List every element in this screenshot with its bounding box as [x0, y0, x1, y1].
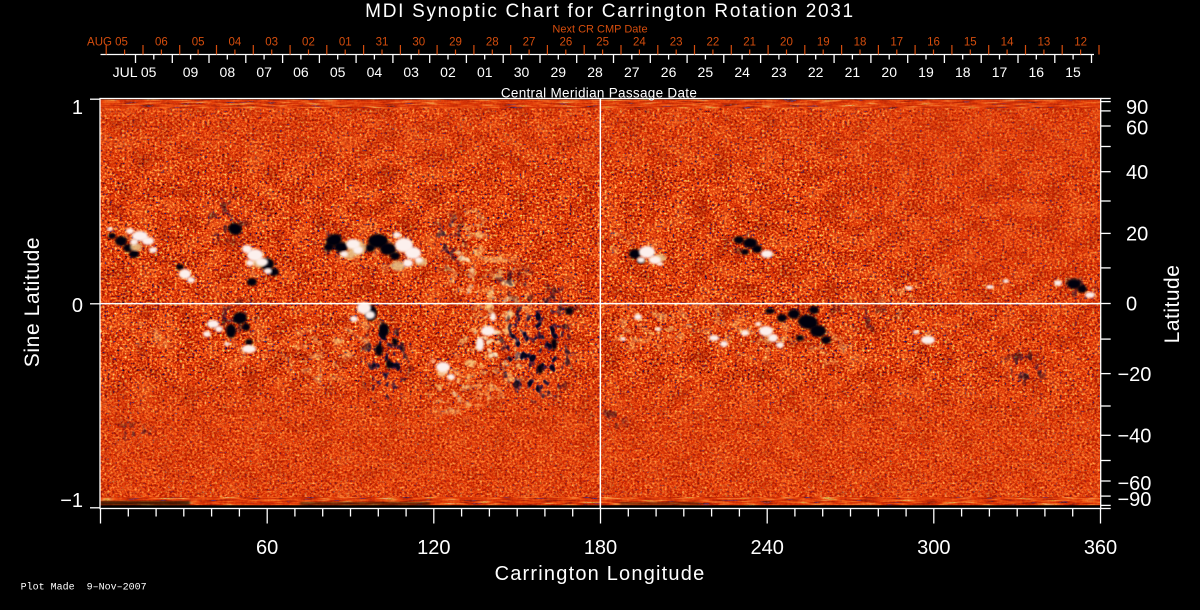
svg-text:02: 02: [302, 37, 315, 49]
svg-text:1: 1: [72, 97, 83, 119]
svg-text:Next CR CMP Date: Next CR CMP Date: [552, 24, 647, 36]
svg-text:04: 04: [367, 64, 383, 80]
svg-text:26: 26: [559, 37, 572, 49]
svg-text:240: 240: [750, 537, 783, 559]
svg-text:JUL 05: JUL 05: [113, 64, 157, 80]
svg-text:15: 15: [964, 37, 977, 49]
svg-text:22: 22: [808, 64, 824, 80]
svg-text:16: 16: [1028, 64, 1044, 80]
svg-text:90: 90: [1126, 97, 1148, 119]
svg-text:19: 19: [817, 37, 830, 49]
svg-text:17: 17: [992, 64, 1008, 80]
svg-text:14: 14: [1001, 37, 1014, 49]
svg-text:25: 25: [596, 37, 609, 49]
svg-text:40: 40: [1126, 162, 1148, 184]
svg-text:MDI Synoptic Chart for Carring: MDI Synoptic Chart for Carrington Rotati…: [365, 1, 855, 22]
svg-text:0: 0: [72, 295, 83, 317]
svg-text:16: 16: [927, 37, 940, 49]
svg-text:31: 31: [376, 37, 389, 49]
svg-text:28: 28: [587, 64, 603, 80]
svg-text:24: 24: [633, 37, 646, 49]
svg-text:Carrington Longitude: Carrington Longitude: [495, 563, 706, 585]
svg-text:19: 19: [918, 64, 934, 80]
svg-text:AUG 05: AUG 05: [87, 37, 128, 49]
svg-text:01: 01: [339, 37, 352, 49]
svg-text:120: 120: [417, 537, 450, 559]
svg-text:−1: −1: [60, 490, 83, 512]
svg-text:27: 27: [624, 64, 640, 80]
svg-text:06: 06: [155, 37, 168, 49]
svg-text:30: 30: [412, 37, 425, 49]
svg-text:18: 18: [854, 37, 867, 49]
svg-text:20: 20: [1126, 224, 1148, 246]
svg-text:17: 17: [890, 37, 903, 49]
svg-text:29: 29: [449, 37, 462, 49]
svg-text:24: 24: [734, 64, 750, 80]
svg-text:60: 60: [1126, 117, 1148, 139]
svg-text:08: 08: [220, 64, 236, 80]
svg-text:−40: −40: [1118, 425, 1152, 447]
svg-text:05: 05: [330, 64, 346, 80]
svg-text:05: 05: [192, 37, 205, 49]
svg-text:03: 03: [403, 64, 419, 80]
svg-text:27: 27: [523, 37, 536, 49]
svg-text:06: 06: [293, 64, 309, 80]
svg-text:04: 04: [229, 37, 242, 49]
svg-text:23: 23: [771, 64, 787, 80]
svg-text:09: 09: [183, 64, 199, 80]
svg-text:Plot Made 9–Nov–2007: Plot Made 9–Nov–2007: [21, 582, 147, 594]
svg-text:01: 01: [477, 64, 493, 80]
svg-text:07: 07: [256, 64, 272, 80]
svg-text:21: 21: [845, 64, 861, 80]
svg-text:28: 28: [486, 37, 499, 49]
svg-text:−60: −60: [1118, 473, 1152, 495]
svg-text:30: 30: [514, 64, 530, 80]
svg-text:180: 180: [584, 537, 617, 559]
svg-text:360: 360: [1084, 537, 1117, 559]
svg-text:−20: −20: [1118, 364, 1152, 386]
svg-text:13: 13: [1037, 37, 1050, 49]
svg-text:18: 18: [955, 64, 971, 80]
svg-text:02: 02: [440, 64, 456, 80]
svg-text:0: 0: [1126, 294, 1137, 316]
svg-text:25: 25: [698, 64, 714, 80]
svg-text:22: 22: [707, 37, 720, 49]
svg-text:−90: −90: [1118, 489, 1152, 511]
svg-text:Latitude: Latitude: [1161, 265, 1184, 344]
svg-text:21: 21: [743, 37, 756, 49]
svg-text:15: 15: [1065, 64, 1081, 80]
svg-text:23: 23: [670, 37, 683, 49]
svg-text:300: 300: [917, 537, 950, 559]
svg-text:12: 12: [1074, 37, 1087, 49]
svg-text:Central Meridian Passage Date: Central Meridian Passage Date: [501, 86, 697, 101]
svg-text:29: 29: [550, 64, 566, 80]
svg-text:26: 26: [661, 64, 677, 80]
svg-text:60: 60: [256, 537, 278, 559]
svg-text:03: 03: [265, 37, 278, 49]
svg-text:20: 20: [780, 37, 793, 49]
svg-text:Sine Latitude: Sine Latitude: [21, 237, 44, 367]
svg-text:20: 20: [881, 64, 897, 80]
